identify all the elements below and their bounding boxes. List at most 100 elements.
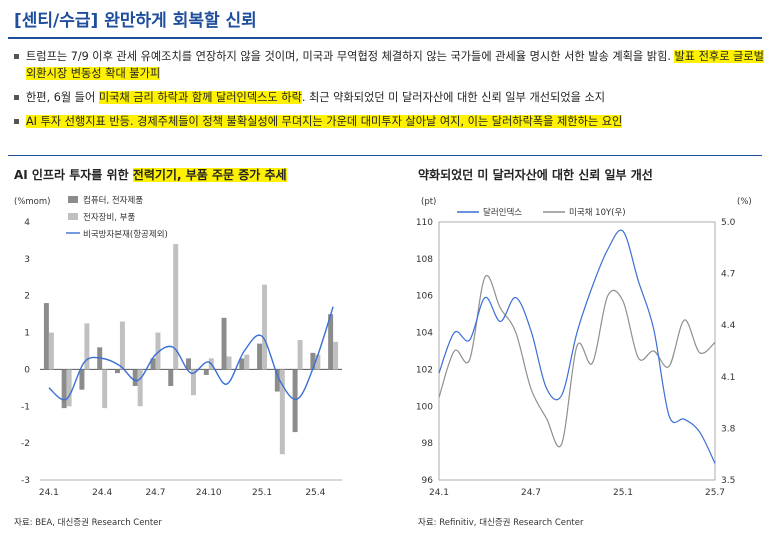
y2-tick-label: 4.1 bbox=[721, 373, 735, 383]
bar bbox=[186, 358, 191, 370]
bar bbox=[150, 358, 156, 370]
bullet-text-part: 트럼프는 7/9 이후 관세 유예조치를 연장하지 않을 것이며, 미국과 무역… bbox=[26, 50, 675, 63]
series-line bbox=[438, 274, 716, 448]
bar bbox=[168, 369, 174, 387]
bar bbox=[315, 354, 321, 370]
bar bbox=[191, 369, 196, 396]
y-tick-label: -2 bbox=[21, 439, 30, 449]
series-line bbox=[438, 229, 716, 464]
bar bbox=[155, 332, 161, 370]
y2-tick-label: 4.4 bbox=[721, 321, 736, 331]
y-tick-label: -1 bbox=[21, 402, 30, 412]
bullet-marker bbox=[14, 54, 19, 59]
series-line bbox=[48, 306, 334, 401]
x-tick-label: 24.7 bbox=[521, 488, 541, 498]
y-tick-label: 3 bbox=[24, 255, 30, 265]
bar bbox=[203, 369, 209, 375]
bar bbox=[119, 321, 125, 370]
bar bbox=[262, 284, 268, 370]
bar bbox=[102, 369, 108, 409]
y-axis-unit: (%mom) bbox=[14, 197, 50, 207]
bullet-list: 트럼프는 7/9 이후 관세 유예조치를 연장하지 않을 것이며, 미국과 무역… bbox=[12, 48, 764, 137]
bar bbox=[274, 369, 280, 392]
x-tick-label: 25.4 bbox=[305, 488, 325, 498]
x-tick-label: 24.7 bbox=[145, 488, 165, 498]
right-chart-source: 자료: Refinitiv, 대신증권 Research Center bbox=[418, 518, 584, 528]
y-tick-label: 98 bbox=[422, 439, 434, 449]
plot-frame bbox=[438, 221, 716, 481]
legend-label: 미국채 10Y(우) bbox=[569, 207, 626, 218]
right-axis-unit: (%) bbox=[737, 197, 752, 207]
bar bbox=[114, 369, 120, 374]
legend-label: 전자장비, 부품 bbox=[83, 212, 136, 223]
bar bbox=[132, 369, 138, 387]
y-tick-label: -3 bbox=[21, 476, 30, 486]
bar bbox=[84, 323, 90, 370]
y-tick-label: 100 bbox=[416, 402, 433, 412]
bullet-marker bbox=[14, 95, 19, 100]
y-tick-label: 106 bbox=[416, 292, 433, 302]
legend-swatch bbox=[68, 213, 78, 220]
legend-label: 비국방자본재(항공제외) bbox=[83, 229, 168, 240]
left-chart: (%mom) -3 -2 -1 0 1 2 3 4 24.1 24.4 24.7 24.10 25.1 25… bbox=[14, 195, 342, 498]
left-chart-title: AI 인프라 투자를 위한 전력기기, 부품 주문 증가 추세 bbox=[14, 166, 287, 183]
bar bbox=[297, 339, 303, 370]
bar bbox=[48, 332, 54, 370]
bar bbox=[66, 369, 72, 407]
left-chart-title-plain: AI 인프라 투자를 위한 bbox=[14, 168, 133, 182]
bar bbox=[310, 352, 316, 370]
bullet-highlight: AI 투자 선행지표 반등. 경제주체들이 정책 불확실성에 무뎌지는 가운데 … bbox=[26, 115, 623, 128]
x-tick-label: 24.4 bbox=[92, 488, 112, 498]
section-divider bbox=[8, 155, 762, 156]
bar bbox=[333, 341, 339, 370]
legend-label: 컴퓨터, 전자제품 bbox=[83, 195, 143, 206]
y2-tick-label: 4.7 bbox=[721, 270, 735, 280]
right-chart: (pt) (%) 96 98 100 102 104 106 108 110 3.5 3.8 4.1 4.… bbox=[416, 197, 752, 498]
bullet-text-part: . 최근 약화되었던 미 달러자산에 대한 신뢰 일부 개선되었을 소지 bbox=[301, 91, 606, 104]
bar bbox=[328, 314, 334, 370]
right-chart-title: 약화되었던 미 달러자산에 대한 신뢰 일부 개선 bbox=[418, 168, 653, 182]
title-divider bbox=[8, 37, 762, 39]
bar bbox=[43, 303, 49, 370]
bar bbox=[244, 354, 250, 370]
legend-label: 달러인덱스 bbox=[483, 207, 522, 218]
bar bbox=[221, 317, 227, 370]
bullet-item: AI 투자 선행지표 반등. 경제주체들이 정책 불확실성에 무뎌지는 가운데 … bbox=[12, 113, 764, 130]
bar bbox=[79, 369, 85, 390]
x-tick-label: 25.1 bbox=[252, 488, 272, 498]
x-tick-label: 25.7 bbox=[705, 488, 725, 498]
y-tick-label: 0 bbox=[24, 365, 30, 375]
y2-tick-label: 3.5 bbox=[721, 476, 735, 486]
bullet-item: 한편, 6월 들어 미국채 금리 하락과 함께 달러인덱스도 하락. 최근 약화… bbox=[12, 89, 764, 106]
y-tick-label: 96 bbox=[422, 476, 434, 486]
x-tick-label: 24.10 bbox=[196, 488, 222, 498]
y-tick-label: 1 bbox=[24, 329, 30, 339]
bar bbox=[173, 244, 179, 370]
left-axis-unit: (pt) bbox=[421, 197, 436, 207]
left-chart-source: 자료: BEA, 대신증권 Research Center bbox=[14, 518, 162, 528]
y-tick-label: 4 bbox=[24, 218, 30, 228]
bar bbox=[137, 369, 143, 407]
bullet-text-part: 한편, 6월 들어 bbox=[26, 91, 99, 104]
x-tick-label: 24.1 bbox=[429, 488, 449, 498]
y-tick-label: 102 bbox=[416, 365, 433, 375]
bar bbox=[239, 358, 245, 370]
x-tick-label: 24.1 bbox=[39, 488, 59, 498]
y-tick-label: 104 bbox=[416, 329, 433, 339]
bar bbox=[226, 356, 232, 370]
page-title: [센티/수급] 완만하게 회복할 신뢰 bbox=[14, 11, 257, 31]
y2-tick-label: 3.8 bbox=[721, 424, 736, 434]
y-tick-label: 108 bbox=[416, 255, 433, 265]
bar bbox=[257, 343, 263, 370]
bar bbox=[61, 369, 67, 409]
y2-tick-label: 5.0 bbox=[721, 218, 736, 228]
bar bbox=[279, 369, 285, 455]
y-tick-label: 110 bbox=[416, 218, 433, 228]
x-tick-label: 25.1 bbox=[613, 488, 633, 498]
bullet-item: 트럼프는 7/9 이후 관세 유예조치를 연장하지 않을 것이며, 미국과 무역… bbox=[12, 48, 764, 82]
left-chart-title-highlight: 전력기기, 부품 주문 증가 추세 bbox=[132, 168, 287, 182]
bullet-highlight: 미국채 금리 하락과 함께 달러인덱스도 하락 bbox=[98, 91, 302, 104]
bullet-marker bbox=[14, 119, 19, 124]
bar bbox=[292, 369, 298, 433]
legend-swatch bbox=[68, 196, 78, 203]
